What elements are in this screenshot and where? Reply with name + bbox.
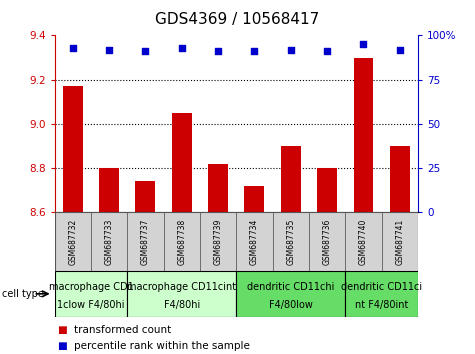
Text: GSM687732: GSM687732	[68, 218, 77, 265]
Text: GSM687741: GSM687741	[395, 218, 404, 265]
Point	[360, 41, 367, 47]
Bar	[281, 146, 301, 212]
Text: F4/80hi: F4/80hi	[164, 300, 200, 310]
Text: macrophage CD1: macrophage CD1	[48, 282, 133, 292]
Bar	[245, 186, 265, 212]
Text: GSM687734: GSM687734	[250, 218, 259, 265]
Bar	[135, 181, 155, 212]
Bar	[172, 113, 192, 212]
Bar	[237, 271, 345, 317]
Bar	[273, 212, 309, 271]
Bar	[91, 212, 127, 271]
Text: GSM687737: GSM687737	[141, 218, 150, 265]
Bar	[163, 212, 200, 271]
Text: GDS4369 / 10568417: GDS4369 / 10568417	[155, 12, 320, 27]
Text: GSM687735: GSM687735	[286, 218, 295, 265]
Bar	[353, 57, 373, 212]
Bar	[55, 271, 127, 317]
Bar	[63, 86, 83, 212]
Bar	[208, 164, 228, 212]
Point	[251, 48, 258, 54]
Point	[214, 48, 222, 54]
Text: 1clow F4/80hi: 1clow F4/80hi	[57, 300, 125, 310]
Text: GSM687736: GSM687736	[323, 218, 332, 265]
Text: GSM687738: GSM687738	[177, 218, 186, 265]
Bar	[200, 212, 237, 271]
Text: dendritic CD11ci: dendritic CD11ci	[341, 282, 422, 292]
Point	[178, 45, 186, 51]
Bar	[55, 212, 91, 271]
Bar	[127, 271, 237, 317]
Bar	[309, 212, 345, 271]
Text: cell type: cell type	[2, 289, 44, 299]
Text: ■: ■	[57, 325, 67, 335]
Text: GSM687739: GSM687739	[214, 218, 223, 265]
Bar	[381, 212, 418, 271]
Bar	[127, 212, 163, 271]
Point	[142, 48, 149, 54]
Text: F4/80low: F4/80low	[269, 300, 313, 310]
Bar	[99, 168, 119, 212]
Point	[287, 47, 294, 52]
Text: nt F4/80int: nt F4/80int	[355, 300, 408, 310]
Point	[396, 47, 404, 52]
Text: percentile rank within the sample: percentile rank within the sample	[74, 341, 249, 351]
Text: dendritic CD11chi: dendritic CD11chi	[247, 282, 334, 292]
Bar	[345, 212, 381, 271]
Point	[323, 48, 331, 54]
Text: transformed count: transformed count	[74, 325, 171, 335]
Bar	[317, 168, 337, 212]
Text: macrophage CD11cint: macrophage CD11cint	[127, 282, 237, 292]
Bar	[345, 271, 418, 317]
Point	[69, 45, 76, 51]
Bar	[390, 146, 410, 212]
Point	[105, 47, 113, 52]
Text: GSM687733: GSM687733	[104, 218, 114, 265]
Bar	[237, 212, 273, 271]
Text: ■: ■	[57, 341, 67, 351]
Text: GSM687740: GSM687740	[359, 218, 368, 265]
